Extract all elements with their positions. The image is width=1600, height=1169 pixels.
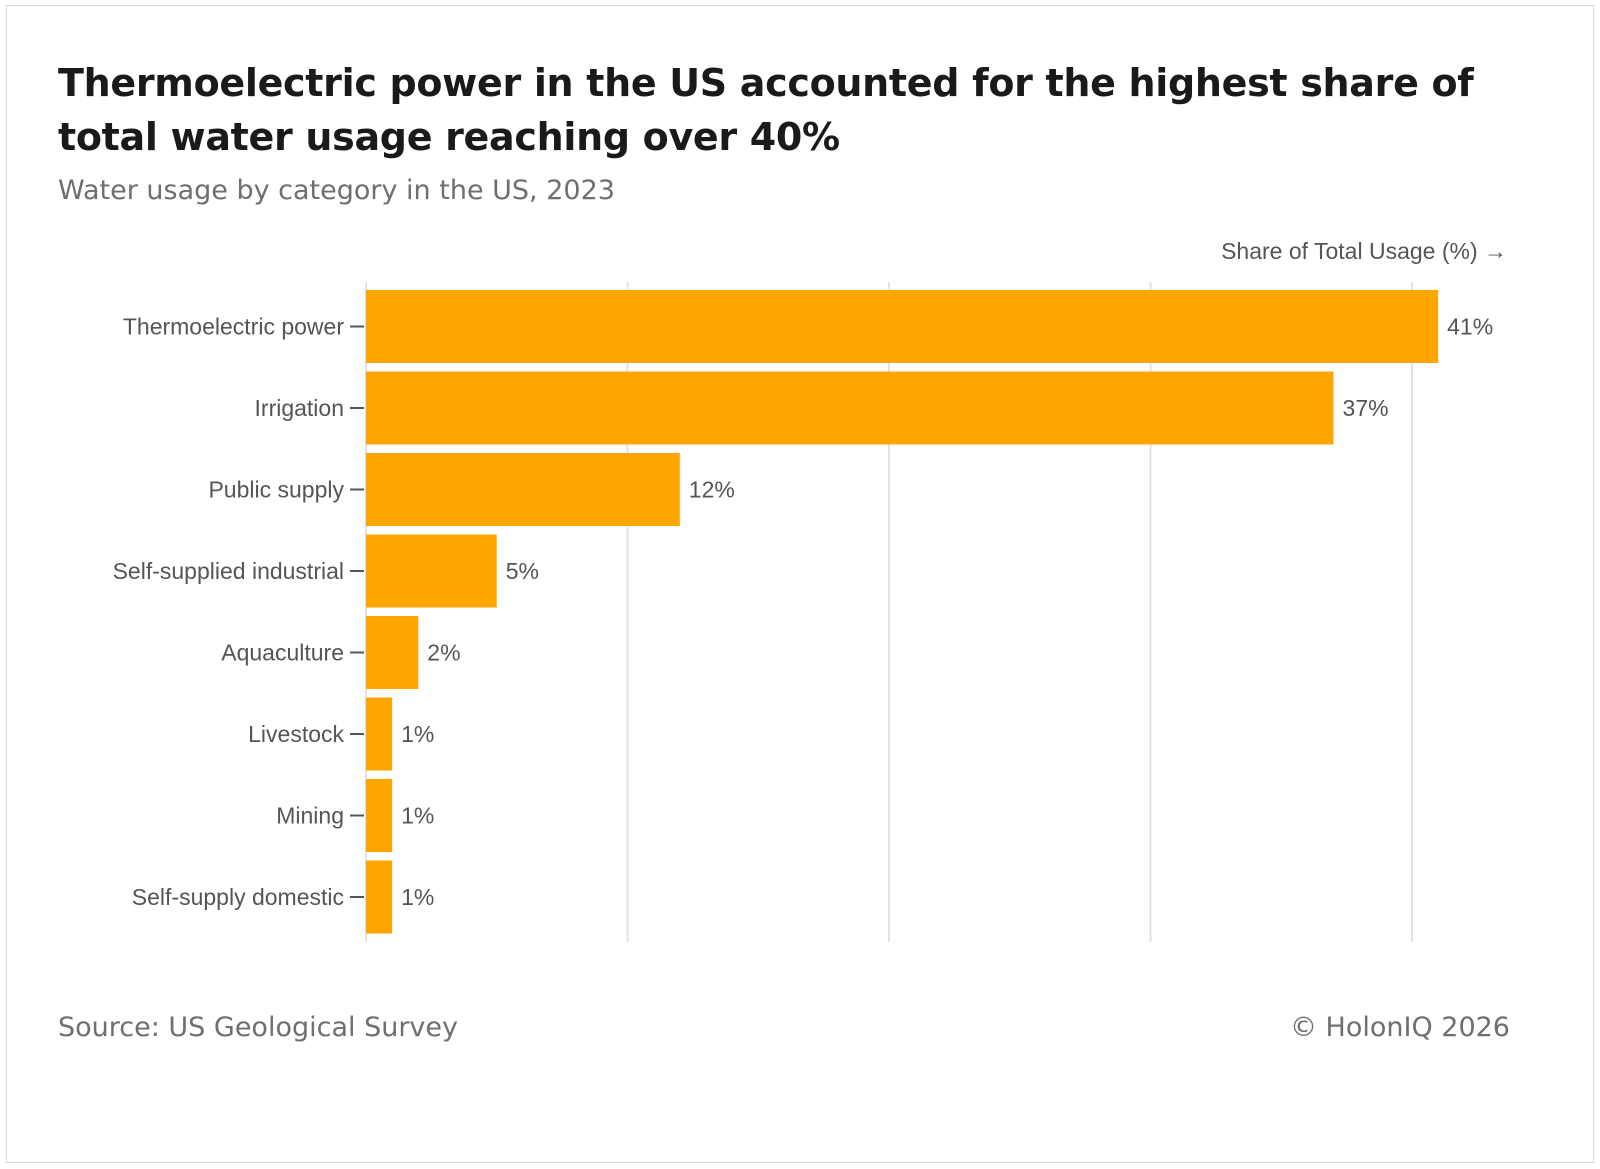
source-note: Source: US Geological Survey [58,1012,459,1043]
y-axis-tick-label: Aquaculture [221,640,344,666]
chart-subtitle: Water usage by category in the US, 2023 [58,175,615,206]
x-axis-title: Share of Total Usage (%) → [1221,238,1507,264]
bar [366,779,393,852]
bar [366,860,393,934]
y-axis-tick-label: Thermoelectric power [123,314,344,340]
bar [366,371,1334,445]
data-label: 1% [401,884,434,910]
y-axis-tick-label: Self-supplied industrial [113,558,344,584]
data-label: 41% [1447,314,1493,340]
data-label: 5% [506,558,539,584]
bar [366,453,680,526]
chart-card [6,5,1594,1163]
data-label: 1% [401,721,434,747]
y-axis-tick-label: Irrigation [255,395,344,421]
y-axis-tick-label: Mining [276,803,344,829]
bar [366,290,1439,363]
bar [366,616,419,689]
y-axis-tick-label: Self-supply domestic [132,884,344,910]
data-label: 37% [1343,395,1389,421]
y-axis-tick-label: Public supply [208,477,344,503]
bar [366,534,497,608]
chart-title: Thermoelectric power in the US accounted… [58,61,1474,159]
data-label: 1% [401,803,434,829]
y-axis-tick-label: Livestock [248,721,344,747]
data-label: 2% [427,640,460,666]
data-label: 12% [689,477,735,503]
copyright-note: © HolonIQ 2026 [1289,1012,1510,1043]
bar [366,697,393,771]
